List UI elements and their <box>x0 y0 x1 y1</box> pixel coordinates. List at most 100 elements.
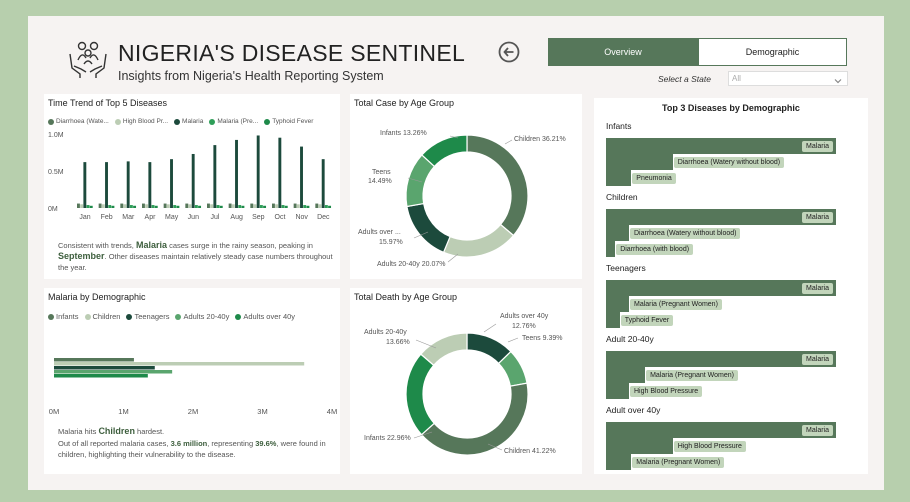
top3-row[interactable]: Malaria <box>606 351 836 367</box>
time-trend-bar[interactable] <box>105 162 108 208</box>
time-trend-bar[interactable] <box>281 205 285 208</box>
time-trend-bar[interactable] <box>219 205 223 208</box>
time-trend-bar[interactable] <box>77 203 80 208</box>
time-trend-bar[interactable] <box>194 205 198 208</box>
time-trend-bar[interactable] <box>207 203 210 208</box>
top3-row[interactable]: Malaria <box>606 138 836 154</box>
case-slice[interactable] <box>406 202 451 254</box>
top3-row[interactable]: Malaria <box>606 422 836 438</box>
time-trend-bar[interactable] <box>272 203 275 208</box>
case-slice[interactable] <box>466 134 529 237</box>
time-trend-bar[interactable] <box>98 203 102 208</box>
time-trend-bar[interactable] <box>210 204 214 208</box>
time-trend-bar[interactable] <box>120 203 124 208</box>
death-slice[interactable] <box>419 332 468 367</box>
time-trend-bar[interactable] <box>108 205 112 208</box>
time-trend-bar[interactable] <box>300 146 303 208</box>
back-arrow-icon[interactable] <box>498 41 520 63</box>
time-trend-bar[interactable] <box>188 204 192 208</box>
time-trend-bar[interactable] <box>126 161 130 208</box>
top3-row[interactable]: High Blood Pressure <box>606 438 836 454</box>
time-trend-bar[interactable] <box>111 205 115 208</box>
time-trend-bar[interactable] <box>191 153 195 208</box>
time-trend-bar[interactable] <box>296 204 300 208</box>
time-trend-bar[interactable] <box>176 205 180 208</box>
top3-row[interactable]: Pneumonia <box>606 170 836 186</box>
time-trend-bar[interactable] <box>133 205 137 208</box>
time-trend-legend-item[interactable]: Diarrhoea (Wate... <box>48 118 109 125</box>
top3-row[interactable]: High Blood Pressure <box>606 383 836 399</box>
malaria-demo-bar[interactable] <box>54 362 305 366</box>
time-trend-legend-item[interactable]: Typhoid Fever <box>264 118 313 125</box>
time-trend-bar[interactable] <box>275 204 279 208</box>
time-trend-bar[interactable] <box>129 205 133 208</box>
time-trend-bar[interactable] <box>101 204 105 208</box>
top3-row[interactable]: Malaria (Pregnant Women) <box>606 296 836 312</box>
time-trend-bar[interactable] <box>173 205 177 208</box>
time-trend-bar[interactable] <box>80 204 84 208</box>
time-trend-bar[interactable] <box>253 204 257 208</box>
top3-row[interactable]: Diarrhoea (Watery without blood) <box>606 154 836 170</box>
malaria-demo-bar[interactable] <box>54 374 148 378</box>
time-trend-legend-item[interactable]: Malaria <box>174 118 203 125</box>
time-trend-bar[interactable] <box>278 137 282 208</box>
overview-button[interactable]: Overview <box>548 38 698 66</box>
top3-row[interactable]: Typhoid Fever <box>606 312 836 328</box>
time-trend-bar[interactable] <box>235 139 238 208</box>
top3-row[interactable]: Diarrhoea (Watery without blood) <box>606 225 836 241</box>
demographic-button[interactable]: Demographic <box>698 38 847 66</box>
time-trend-bar[interactable] <box>321 159 325 208</box>
malaria-demo-legend-item[interactable]: Infants <box>48 312 79 321</box>
time-trend-bar[interactable] <box>324 205 328 208</box>
time-trend-bar[interactable] <box>185 203 189 208</box>
malaria-demo-bar[interactable] <box>54 366 155 370</box>
time-trend-bar[interactable] <box>142 203 145 208</box>
case-slice[interactable] <box>421 134 468 168</box>
time-trend-bar[interactable] <box>250 203 254 208</box>
case-slice[interactable] <box>442 223 515 258</box>
malaria-demo-bar[interactable] <box>54 358 134 362</box>
time-trend-bar[interactable] <box>166 204 170 208</box>
top3-row[interactable]: Malaria (Pregnant Women) <box>606 454 836 470</box>
malaria-demo-legend-item[interactable]: Adults over 40y <box>235 312 295 321</box>
time-trend-bar[interactable] <box>306 205 310 208</box>
time-trend-bar[interactable] <box>303 205 307 208</box>
malaria-demo-bar[interactable] <box>54 370 173 374</box>
time-trend-bar[interactable] <box>123 204 127 208</box>
time-trend-bar[interactable] <box>145 204 149 208</box>
top3-row[interactable]: Malaria <box>606 209 836 225</box>
time-trend-legend-item[interactable]: Malaria (Pre... <box>209 118 258 125</box>
time-trend-bar[interactable] <box>228 203 232 208</box>
time-trend-bar[interactable] <box>163 203 167 208</box>
top3-row[interactable]: Malaria <box>606 280 836 296</box>
time-trend-bar[interactable] <box>151 205 155 208</box>
time-trend-legend-item[interactable]: High Blood Pr... <box>114 118 168 125</box>
malaria-demo-legend-item[interactable]: Teenagers <box>126 312 169 321</box>
time-trend-bar[interactable] <box>238 205 242 208</box>
time-trend-bar[interactable] <box>256 135 260 208</box>
time-trend-bar[interactable] <box>148 162 152 208</box>
top3-row[interactable]: Malaria (Pregnant Women) <box>606 367 836 383</box>
time-trend-bar[interactable] <box>293 203 297 208</box>
time-trend-bar[interactable] <box>318 204 322 208</box>
time-trend-bar[interactable] <box>315 203 319 208</box>
time-trend-bar[interactable] <box>216 205 220 208</box>
death-slice[interactable] <box>420 382 529 456</box>
time-trend-bar[interactable] <box>284 205 288 208</box>
time-trend-bar[interactable] <box>328 205 332 208</box>
time-trend-bar[interactable] <box>198 205 202 208</box>
time-trend-bar[interactable] <box>259 205 263 208</box>
top3-row[interactable]: Diarrhoea (with blood) <box>606 241 836 257</box>
malaria-demo-legend-item[interactable]: Children <box>84 312 120 321</box>
time-trend-bar[interactable] <box>83 162 87 208</box>
time-trend-bar[interactable] <box>170 159 173 208</box>
malaria-demo-legend-item[interactable]: Adults 20-40y <box>175 312 229 321</box>
time-trend-bar[interactable] <box>86 205 90 208</box>
time-trend-bar[interactable] <box>154 205 158 208</box>
death-slice[interactable] <box>405 353 436 436</box>
time-trend-bar[interactable] <box>213 145 217 208</box>
time-trend-bar[interactable] <box>89 205 93 208</box>
time-trend-bar[interactable] <box>241 205 245 208</box>
time-trend-bar[interactable] <box>263 205 267 208</box>
state-select[interactable]: All <box>728 71 848 86</box>
